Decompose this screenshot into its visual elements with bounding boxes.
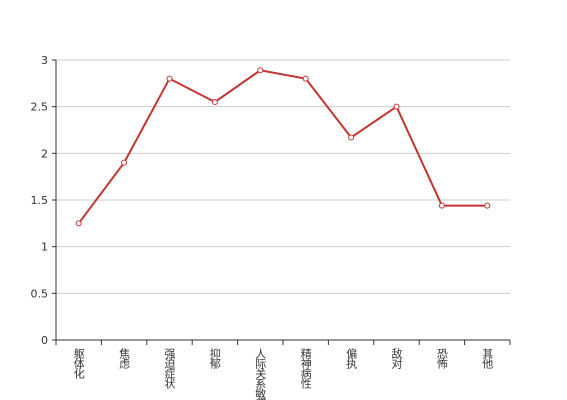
x-tick-label: 抑郁: [208, 347, 221, 369]
point: [302, 75, 309, 82]
line: [77, 69, 488, 224]
point: [211, 99, 218, 105]
y-tick-label: 0.5: [31, 287, 49, 300]
point: [438, 202, 445, 209]
y-tick-label: 2.5: [31, 101, 49, 114]
x-tick-label: 强迫症状: [163, 348, 176, 389]
y-tick-label: 3: [41, 54, 48, 67]
point: [257, 67, 264, 74]
y-tick-label: 1: [41, 241, 48, 254]
y-tick-label: 1.5: [31, 194, 49, 207]
point: [166, 75, 173, 82]
point: [121, 159, 128, 166]
x-tick-label: 躯体化: [72, 348, 85, 380]
point: [75, 220, 82, 227]
y-tick-label: 2: [41, 147, 48, 160]
point: [348, 134, 355, 141]
x-tick-label: 其他: [481, 348, 494, 369]
x-tick-label: 焦虑: [118, 348, 131, 369]
x-tick-label: 精神病性: [299, 348, 312, 390]
x-tick-label: 人际关系敏感: [254, 348, 267, 400]
x-tick-label: 偏执: [345, 347, 358, 370]
x-tick-label: 恐怖: [435, 348, 448, 369]
point: [484, 202, 491, 209]
x-tick-label: 敌对: [390, 347, 403, 369]
y-tick-label: 0: [41, 334, 48, 347]
point: [393, 103, 400, 110]
